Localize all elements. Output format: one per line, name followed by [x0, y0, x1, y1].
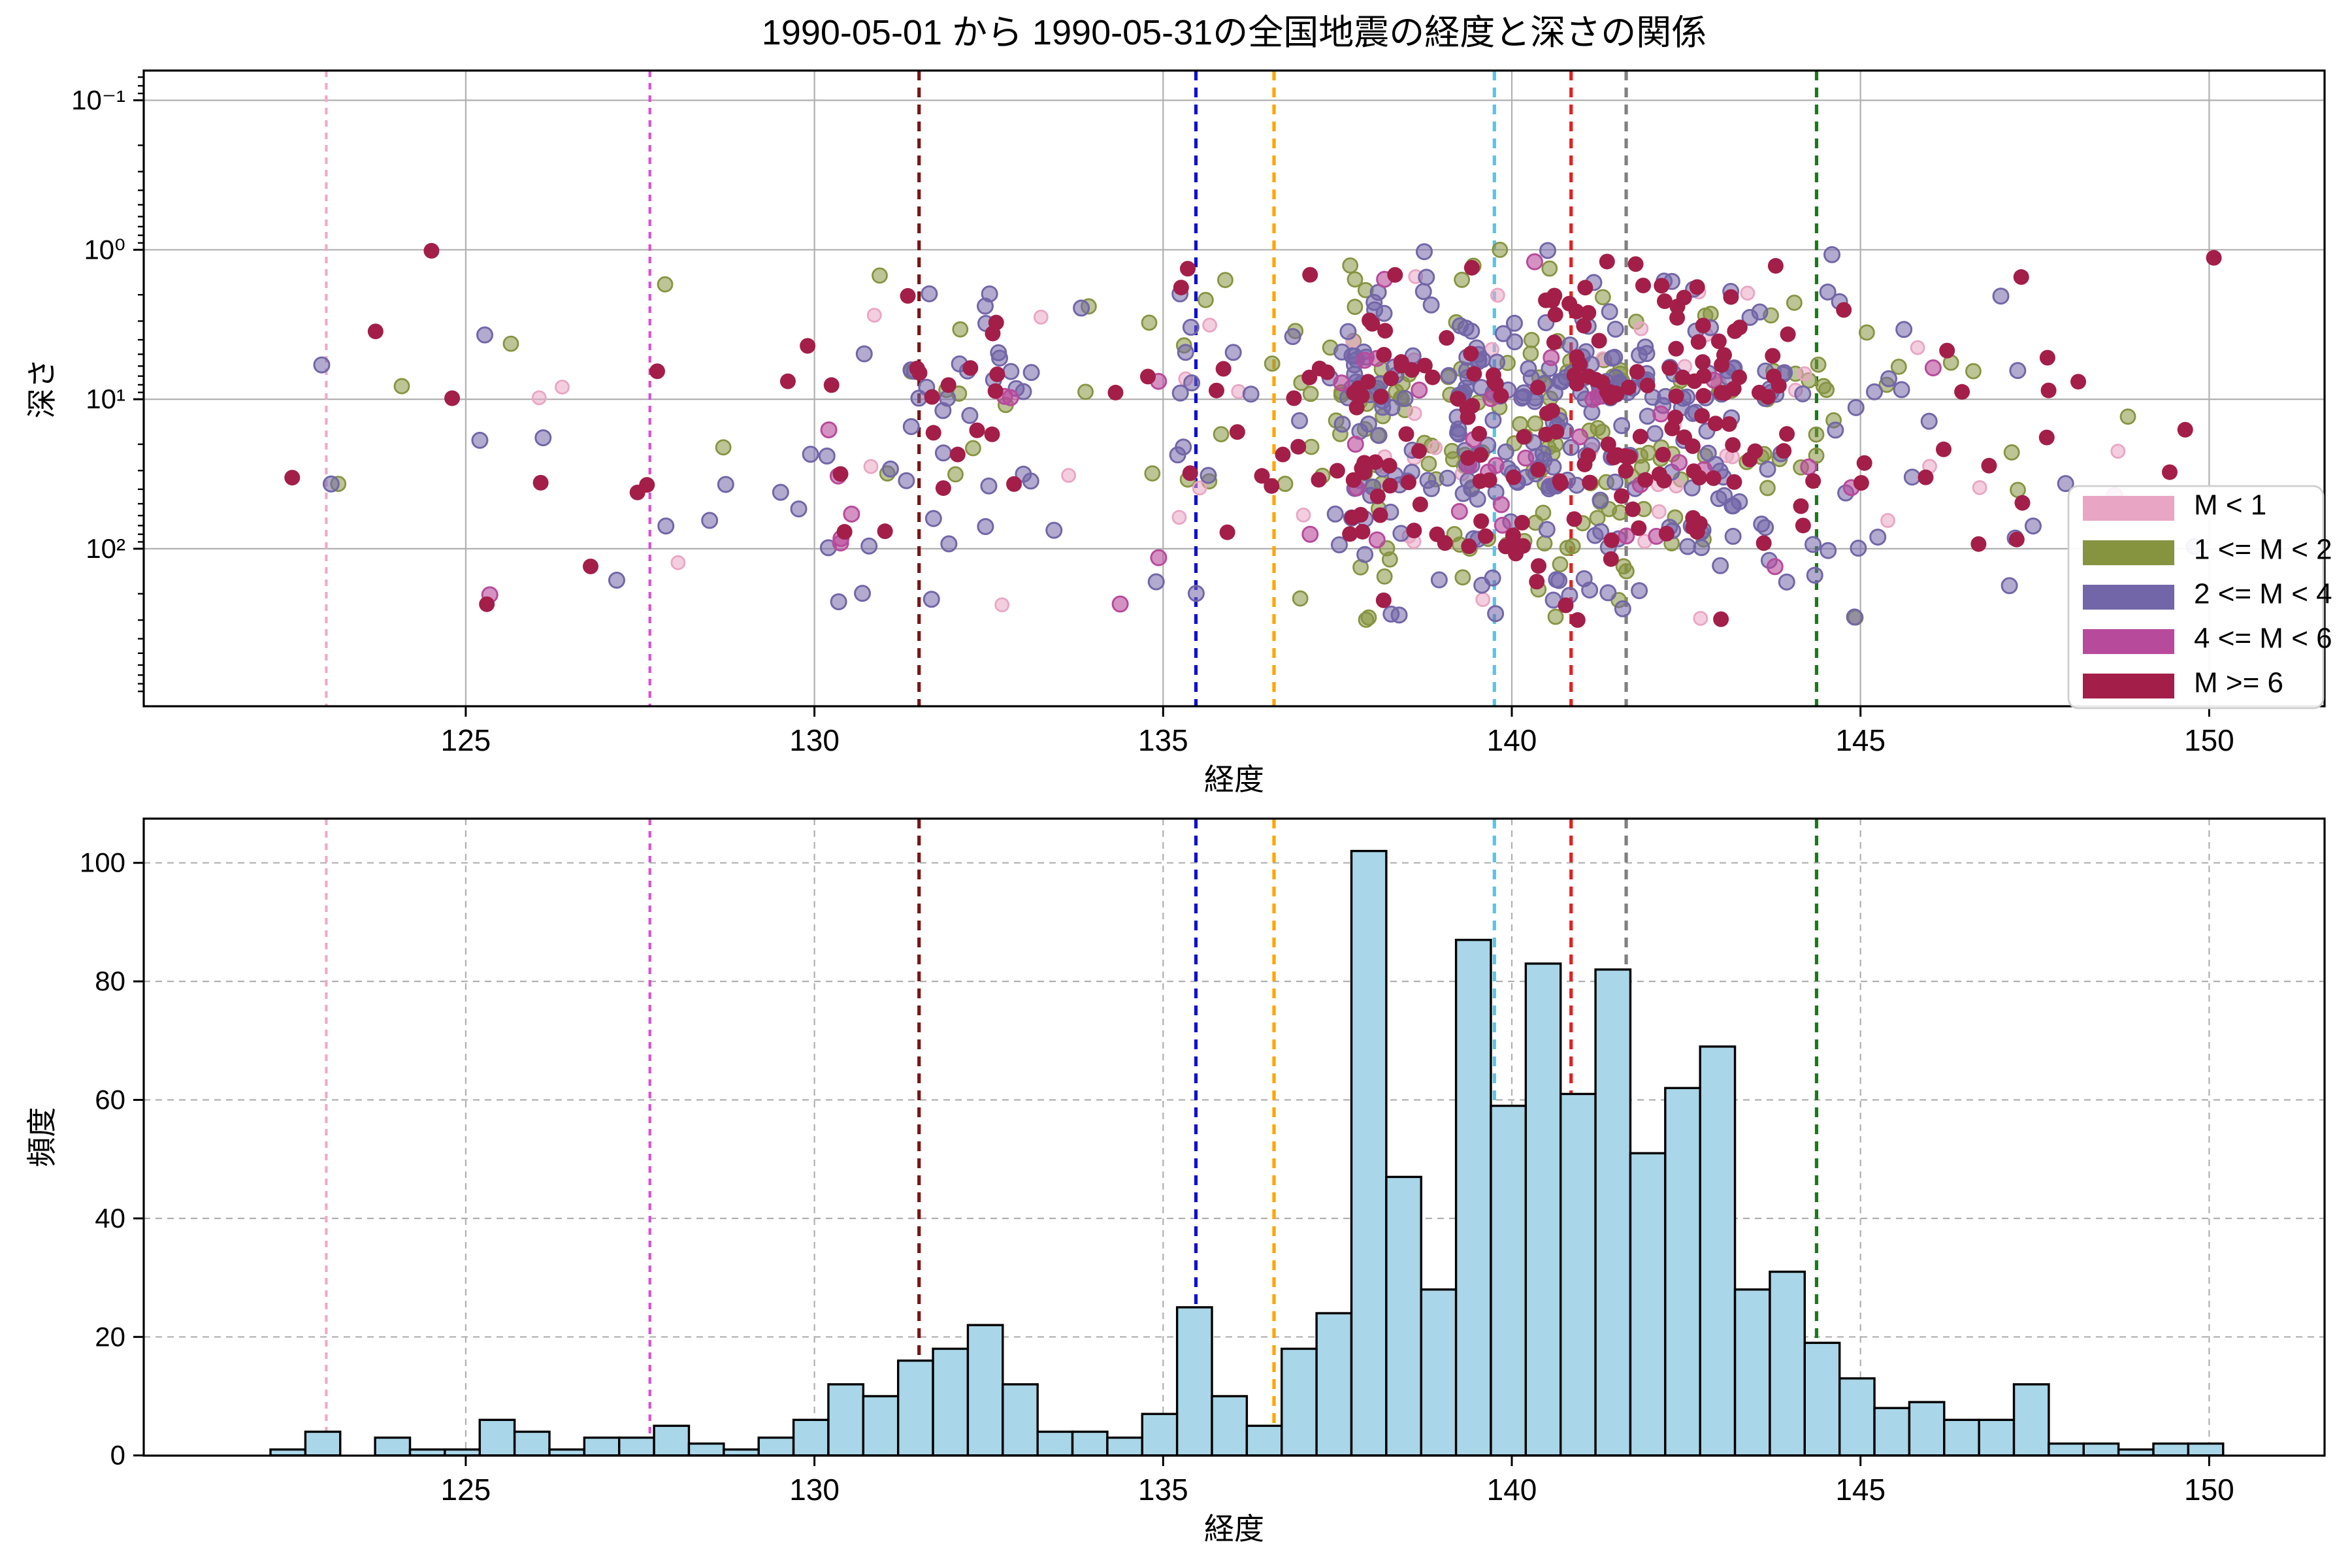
- svg-text:20: 20: [95, 1321, 125, 1352]
- svg-text:150: 150: [2184, 1473, 2234, 1507]
- svg-text:135: 135: [1138, 723, 1188, 757]
- svg-text:80: 80: [95, 966, 125, 996]
- svg-text:頻度: 頻度: [25, 1107, 59, 1168]
- svg-text:経度: 経度: [1204, 762, 1264, 796]
- svg-text:130: 130: [789, 1473, 840, 1507]
- svg-text:100: 100: [80, 847, 125, 878]
- svg-text:M >= 6: M >= 6: [2194, 667, 2283, 699]
- svg-text:60: 60: [95, 1085, 125, 1115]
- svg-text:40: 40: [95, 1203, 125, 1233]
- svg-text:135: 135: [1138, 1473, 1188, 1507]
- svg-text:M < 1: M < 1: [2194, 489, 2266, 521]
- svg-text:10²: 10²: [86, 533, 125, 564]
- svg-text:140: 140: [1487, 1473, 1537, 1507]
- svg-text:10⁻¹: 10⁻¹: [71, 85, 125, 116]
- svg-text:1 <= M < 2: 1 <= M < 2: [2194, 534, 2332, 566]
- svg-text:2 <= M < 4: 2 <= M < 4: [2194, 578, 2332, 610]
- svg-text:140: 140: [1487, 723, 1537, 757]
- svg-text:145: 145: [1835, 1473, 1886, 1507]
- svg-text:145: 145: [1835, 723, 1886, 757]
- svg-text:1990-05-01 から 1990-05-31の全国地震の: 1990-05-01 から 1990-05-31の全国地震の経度と深さの関係: [762, 13, 1707, 52]
- svg-text:130: 130: [789, 723, 840, 757]
- svg-text:4 <= M < 6: 4 <= M < 6: [2194, 623, 2332, 655]
- svg-text:0: 0: [110, 1440, 125, 1471]
- svg-text:深さ: 深さ: [25, 359, 59, 419]
- svg-text:125: 125: [441, 723, 491, 757]
- svg-text:10¹: 10¹: [86, 384, 125, 414]
- svg-text:150: 150: [2184, 723, 2234, 757]
- svg-text:10⁰: 10⁰: [84, 234, 125, 265]
- svg-text:経度: 経度: [1204, 1512, 1264, 1546]
- svg-text:125: 125: [441, 1473, 491, 1507]
